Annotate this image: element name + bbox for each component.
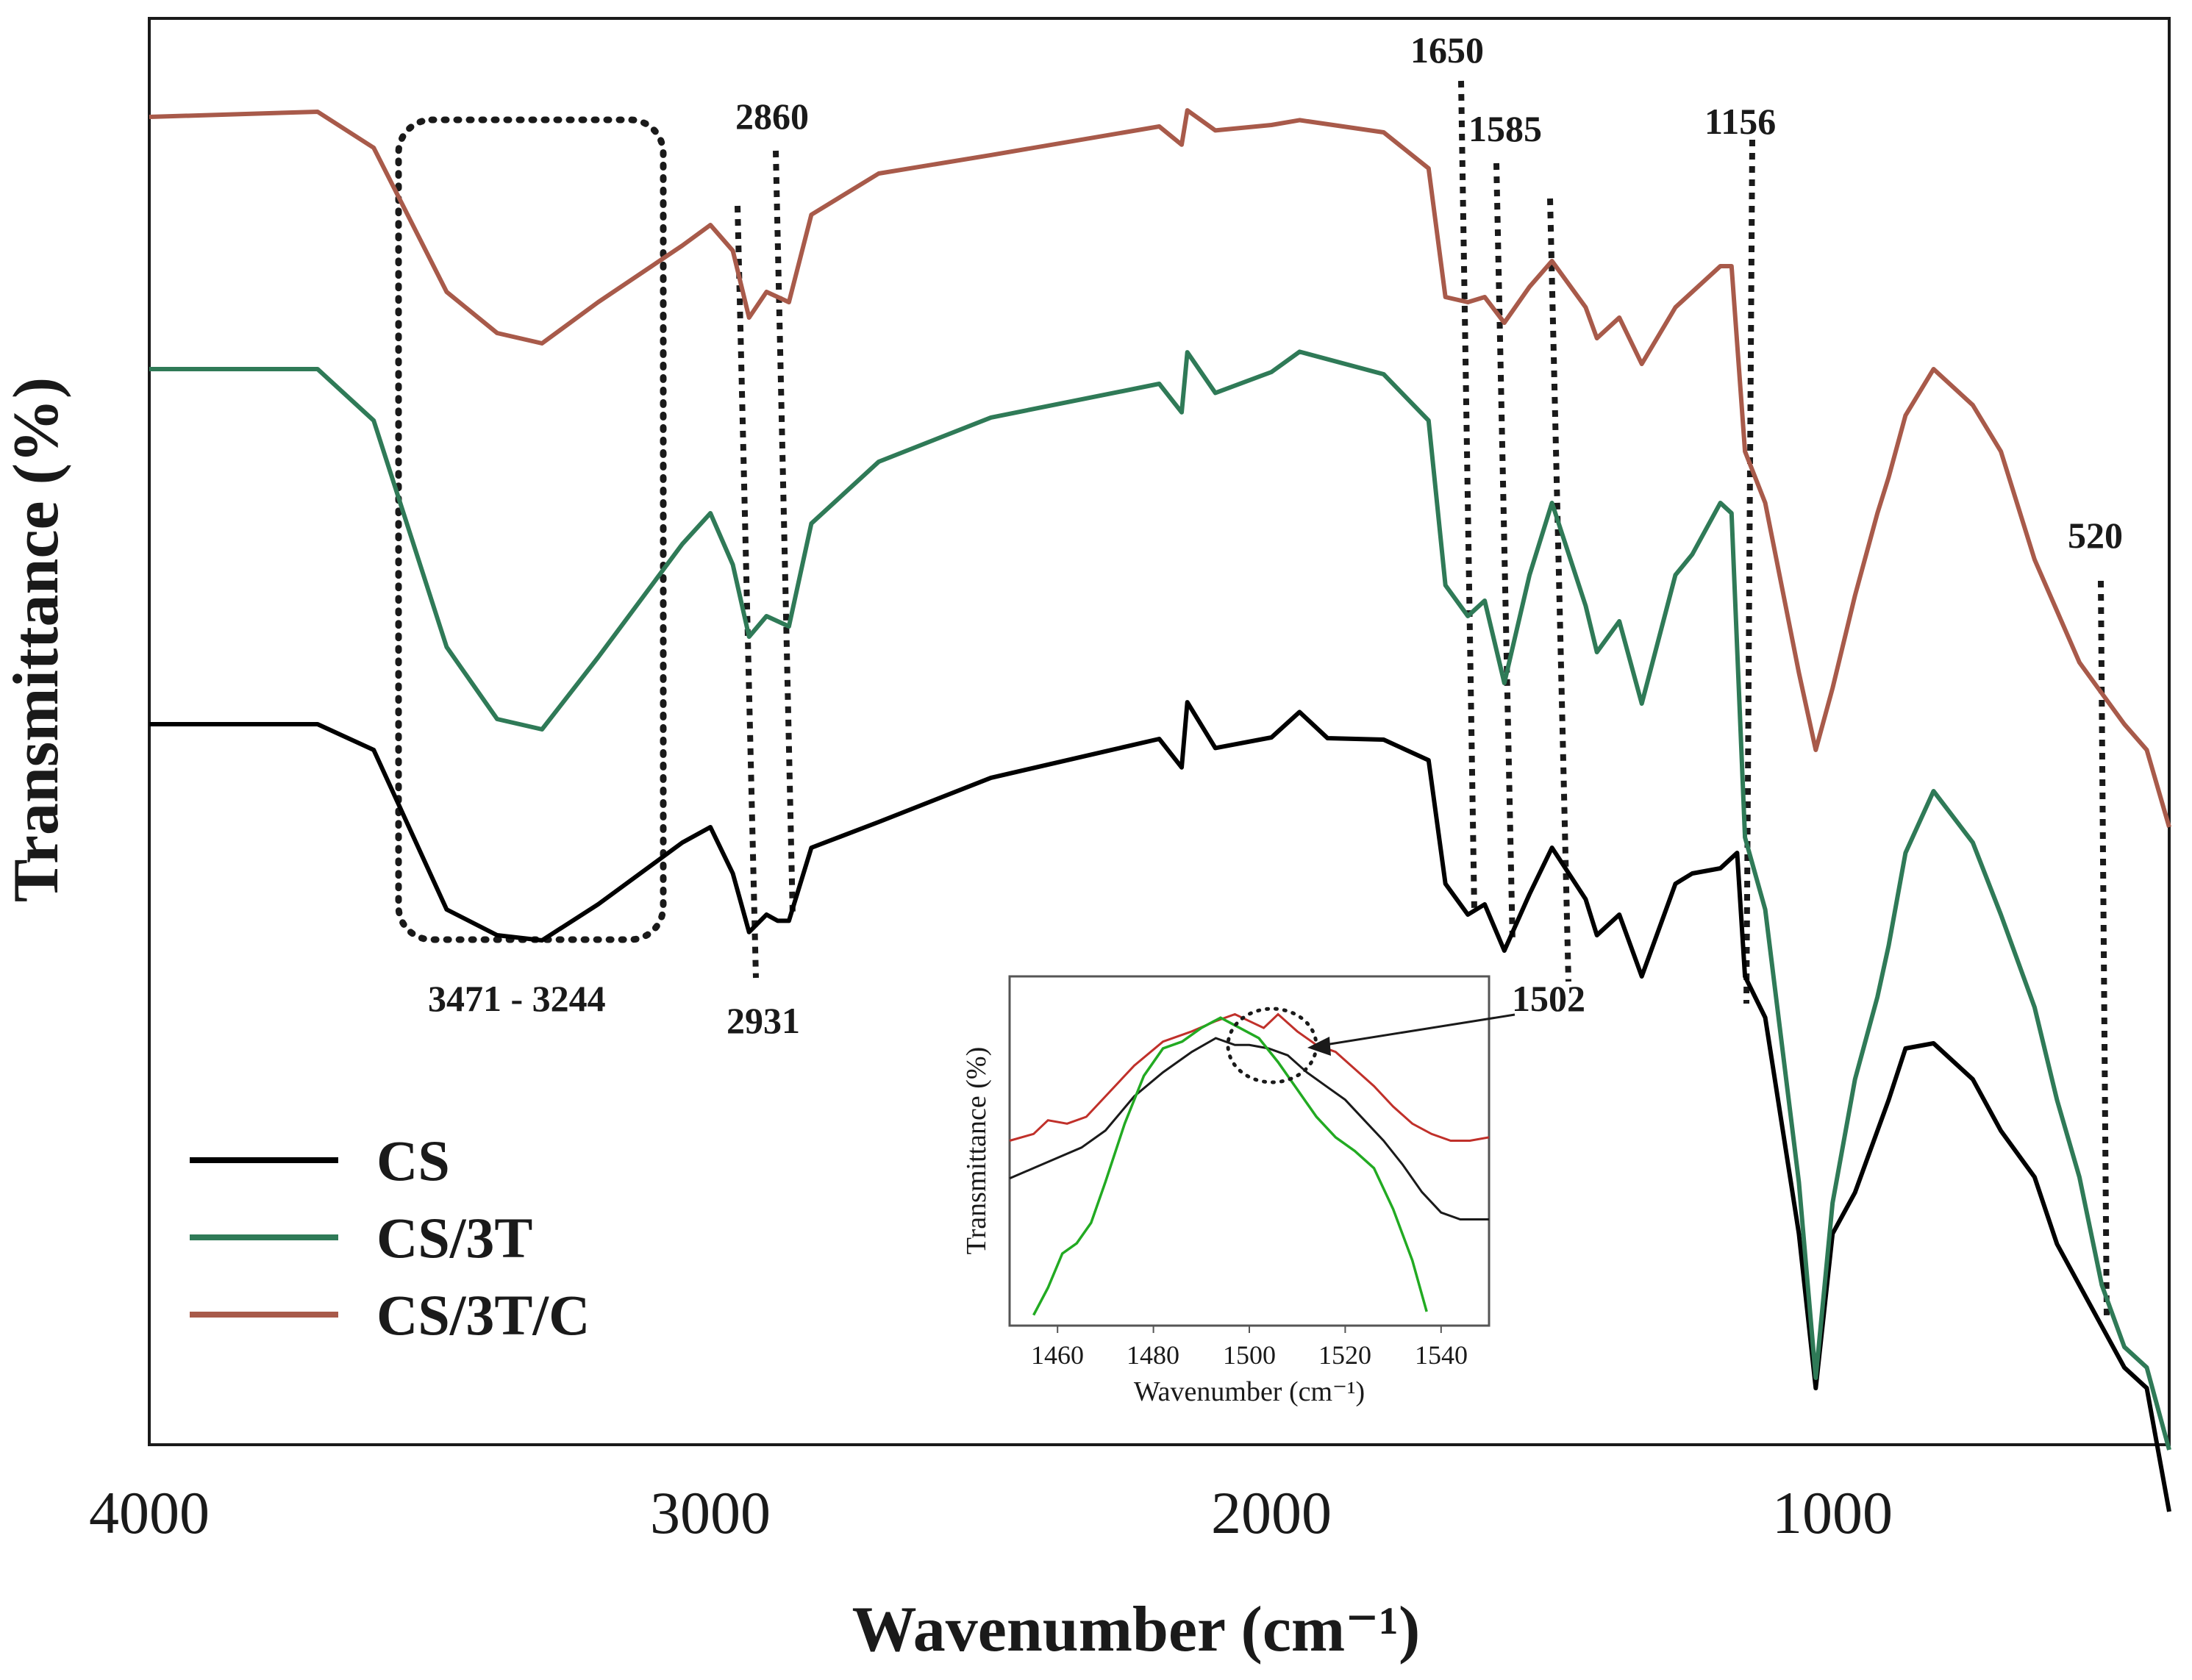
series-line-cs-3t-c: [149, 108, 2171, 828]
inset-x-ticks: [1057, 1326, 1442, 1333]
series-line-cs: [149, 700, 2171, 1512]
peak-line-1585: [1493, 162, 1516, 943]
annotation-2860: 2860: [735, 96, 809, 137]
inset-arrow-head: [1307, 1037, 1331, 1056]
peak-line-1502: [1547, 198, 1571, 982]
series-group: [149, 108, 2171, 1512]
legend-label-cs-3t: CS/3T: [376, 1206, 532, 1270]
inset-series-green: [1032, 1016, 1428, 1316]
inset-frame: [1008, 975, 1491, 1327]
x-tick-label-1000: 1000: [1772, 1479, 1893, 1546]
annotation-520: 520: [2068, 515, 2123, 556]
peak-line-1650: [1458, 80, 1477, 912]
inset-arrow-line: [1315, 1013, 1516, 1048]
inset-series-red: [1009, 1012, 1490, 1142]
annotation-1650: 1650: [1410, 29, 1484, 71]
legend: CS CS/3T CS/3T/C: [190, 1129, 590, 1347]
peak-labels: 3471 - 3244 2931 2860 1650 1585 1502 115…: [428, 29, 2123, 1041]
plot-frame: [148, 17, 2171, 1446]
legend-label-cs-3t-c: CS/3T/C: [376, 1283, 590, 1347]
annotation-oh-band: 3471 - 3244: [428, 978, 606, 1019]
annotation-1585: 1585: [1468, 108, 1542, 149]
peak-line-2931-a: [735, 205, 759, 979]
x-axis-title: Wavenumber (cm⁻¹): [852, 1594, 1421, 1665]
inset-x-tick-label-1460: 1460: [1031, 1340, 1084, 1370]
inset-x-axis-title: Wavenumber (cm⁻¹): [1134, 1376, 1365, 1407]
series-line-cs-3t: [149, 349, 2171, 1451]
inset-y-axis-title: Transmittance (%): [961, 1047, 992, 1254]
peak-line-2860: [773, 150, 796, 916]
inset-x-tick-label-1480: 1480: [1127, 1340, 1179, 1370]
legend-label-cs: CS: [376, 1129, 450, 1193]
peak-line-520: [2098, 580, 2110, 1317]
annotation-2931: 2931: [726, 1000, 800, 1041]
x-tick-label-2000: 2000: [1211, 1479, 1332, 1546]
x-tick-label-4000: 4000: [89, 1479, 210, 1546]
inset-x-tick-label-1500: 1500: [1223, 1340, 1276, 1370]
x-tick-labels: 4000 3000 2000 1000: [89, 1479, 1893, 1546]
inset-x-tick-label-1540: 1540: [1415, 1340, 1468, 1370]
peak-line-1156: [1743, 139, 1755, 1004]
inset-x-tick-label-1520: 1520: [1318, 1340, 1371, 1370]
y-axis-title: Transmittance (%): [1, 377, 72, 902]
annotation-1156: 1156: [1704, 101, 1776, 142]
inset-chart: 1460 1480 1500 1520 1540 Wavenumber (cm⁻…: [961, 975, 1516, 1407]
peak-marker-lines: [735, 80, 2110, 1317]
oh-band-box: [395, 116, 667, 943]
annotation-1502: 1502: [1512, 978, 1585, 1019]
x-tick-label-3000: 3000: [650, 1479, 771, 1546]
